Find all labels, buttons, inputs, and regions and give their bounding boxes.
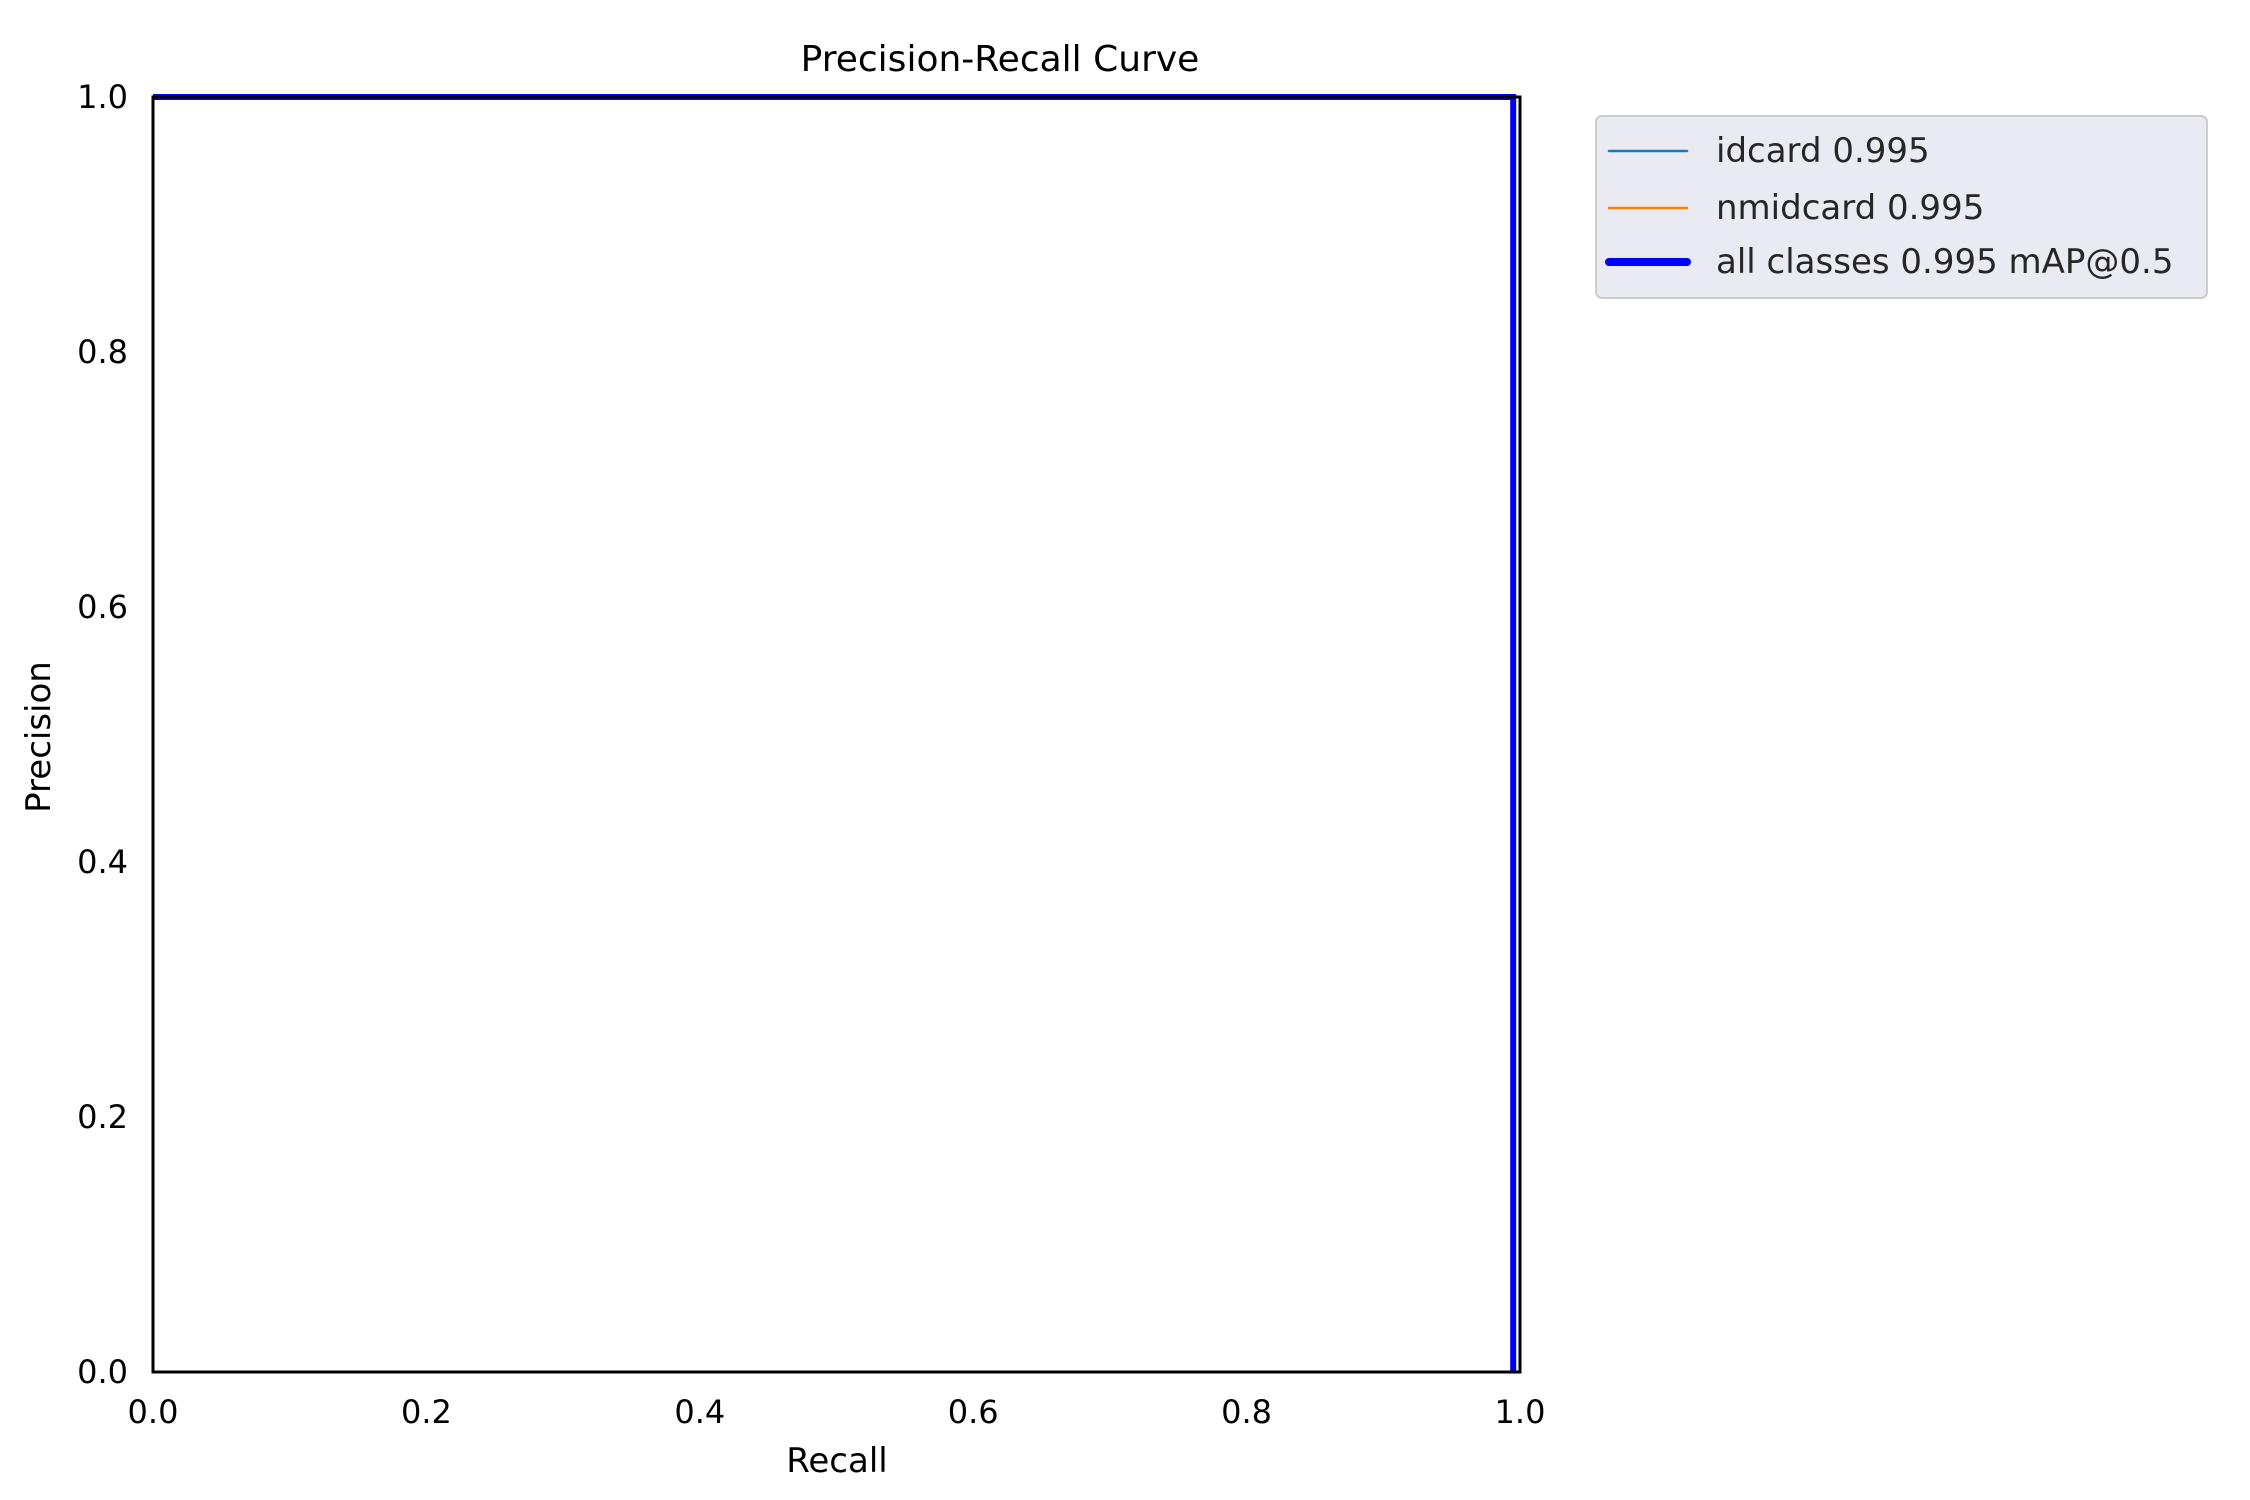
x-tick-label: 0.8 xyxy=(1221,1393,1272,1431)
x-tick-label: 0.4 xyxy=(674,1393,725,1431)
x-axis-ticks: 0.0 0.2 0.4 0.6 0.8 1.0 xyxy=(128,1393,1546,1431)
legend-box xyxy=(1595,115,2208,299)
x-tick-label: 1.0 xyxy=(1495,1393,1546,1431)
y-tick-label: 0.6 xyxy=(77,588,128,626)
y-tick-label: 1.0 xyxy=(77,78,128,116)
x-tick-label: 0.2 xyxy=(401,1393,452,1431)
plot-area xyxy=(153,97,1520,1372)
y-tick-label: 0.8 xyxy=(77,333,128,371)
plot-frame xyxy=(151,95,1522,1374)
x-tick-label: 0.0 xyxy=(128,1393,179,1431)
legend-label: idcard 0.995 xyxy=(1716,131,1930,171)
legend: idcard 0.995 nmidcard 0.995 all classes 0.… xyxy=(1595,115,2208,299)
y-axis-ticks: 0.0 0.2 0.4 0.6 0.8 1.0 xyxy=(77,78,128,1391)
legend-label: all classes 0.995 mAP@0.5 xyxy=(1716,242,2173,282)
y-tick-label: 0.4 xyxy=(77,843,128,881)
x-tick-label: 0.6 xyxy=(948,1393,999,1431)
y-tick-label: 0.2 xyxy=(77,1098,128,1136)
y-axis-label: Precision xyxy=(19,661,59,813)
legend-items: idcard 0.995 nmidcard 0.995 all classes 0.… xyxy=(1605,131,2173,282)
legend-label: nmidcard 0.995 xyxy=(1716,188,1984,228)
x-axis-label: Recall xyxy=(786,1441,887,1481)
y-tick-label: 0.0 xyxy=(77,1353,128,1391)
chart-title: Precision-Recall Curve xyxy=(801,39,1200,80)
